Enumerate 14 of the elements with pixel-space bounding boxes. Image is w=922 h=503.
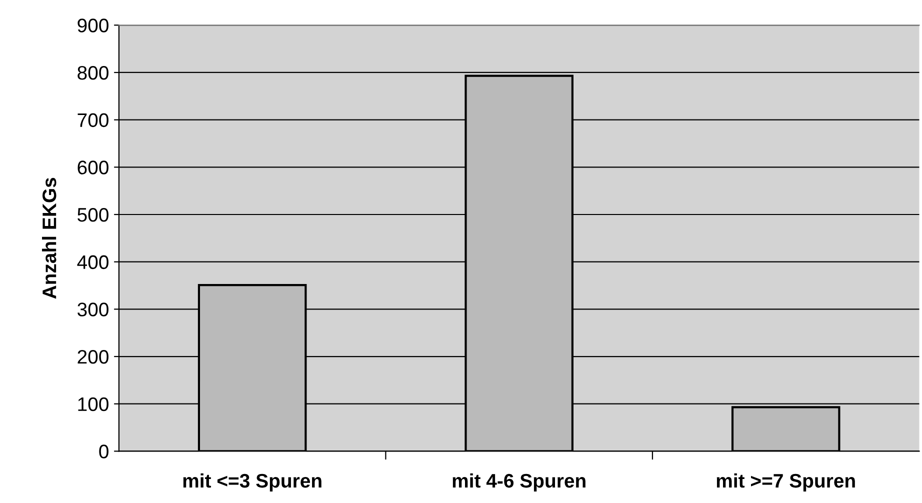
y-tick-label: 500 [78, 208, 108, 222]
y-tick-label: 400 [77, 255, 108, 270]
y-tick-label: 600 [78, 160, 108, 174]
x-tick-label: mit >=7 Spuren [716, 473, 855, 492]
x-tick-label: mit <=3 Spuren [183, 473, 322, 492]
y-tick-label: 700 [78, 113, 108, 128]
y-axis-title: Anzahl EKGs [42, 178, 56, 299]
y-tick-label: 800 [78, 66, 108, 80]
y-tick-label: 900 [78, 18, 108, 32]
y-tick-label: 0 [99, 444, 108, 458]
y-tick-label: 300 [78, 302, 108, 316]
x-tick-label: mit 4-6 Spuren [452, 473, 586, 492]
y-tick-label: 100 [78, 397, 108, 412]
y-tick-label: 200 [78, 350, 108, 364]
